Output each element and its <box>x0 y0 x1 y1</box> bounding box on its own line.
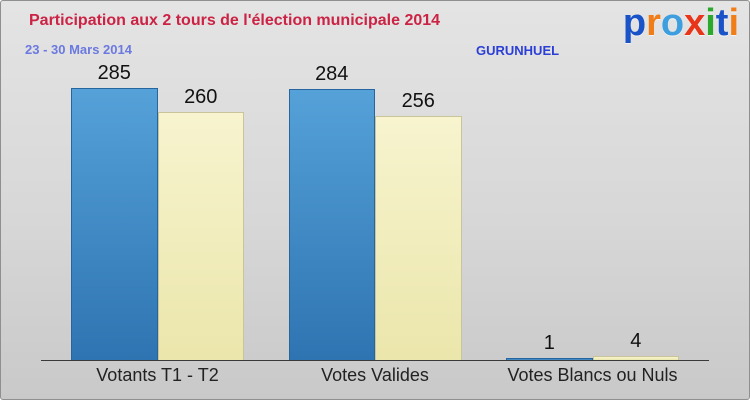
commune-name: GURUNHUEL <box>476 43 560 58</box>
value-label: 260 <box>184 86 218 108</box>
logo-letter: o <box>660 2 685 44</box>
bar-group: 284 256 <box>288 63 462 360</box>
value-label: 284 <box>315 63 349 85</box>
logo-letter: i <box>705 2 716 44</box>
logo-letter: x <box>684 2 706 44</box>
bar-t2 <box>157 112 244 360</box>
category-label: Votants T1 - T2 <box>96 365 219 385</box>
date-range: 23 - 30 Mars 2014 <box>25 42 132 57</box>
bar-t1 <box>506 358 593 360</box>
bar-column-t1: 285 <box>71 62 158 360</box>
bar-column-t1: 284 <box>288 63 375 360</box>
bar-group: 285 260 <box>71 62 244 360</box>
logo-letter: t <box>715 2 729 44</box>
bar-t2 <box>592 356 679 360</box>
bar-column-t1: 1 <box>506 332 593 360</box>
category-labels-row: Votants T1 - T2 Votes Valides Votes Blancs… <box>41 365 709 386</box>
value-label: 256 <box>401 90 435 112</box>
value-label: 4 <box>630 330 642 352</box>
bar-t2 <box>375 116 462 360</box>
proxiti-logo: proxiti <box>623 2 739 45</box>
chart-title: Participation aux 2 tours de l'élection … <box>29 12 441 29</box>
bar-column-t2: 4 <box>592 330 679 360</box>
category-label: Votes Blancs ou Nuls <box>507 365 678 385</box>
logo-letter: i <box>728 2 739 44</box>
bar-chart-plot: 285 260 284 256 1 4 <box>41 61 709 361</box>
bar-t1 <box>71 88 158 360</box>
bar-column-t2: 256 <box>375 90 462 360</box>
bar-column-t2: 260 <box>157 86 244 360</box>
logo-letter: p <box>622 2 647 44</box>
value-label: 285 <box>97 62 131 84</box>
category-label: Votes Valides <box>321 365 429 385</box>
value-label: 1 <box>543 332 555 354</box>
bar-t1 <box>288 89 375 360</box>
logo-letter: r <box>646 2 661 44</box>
